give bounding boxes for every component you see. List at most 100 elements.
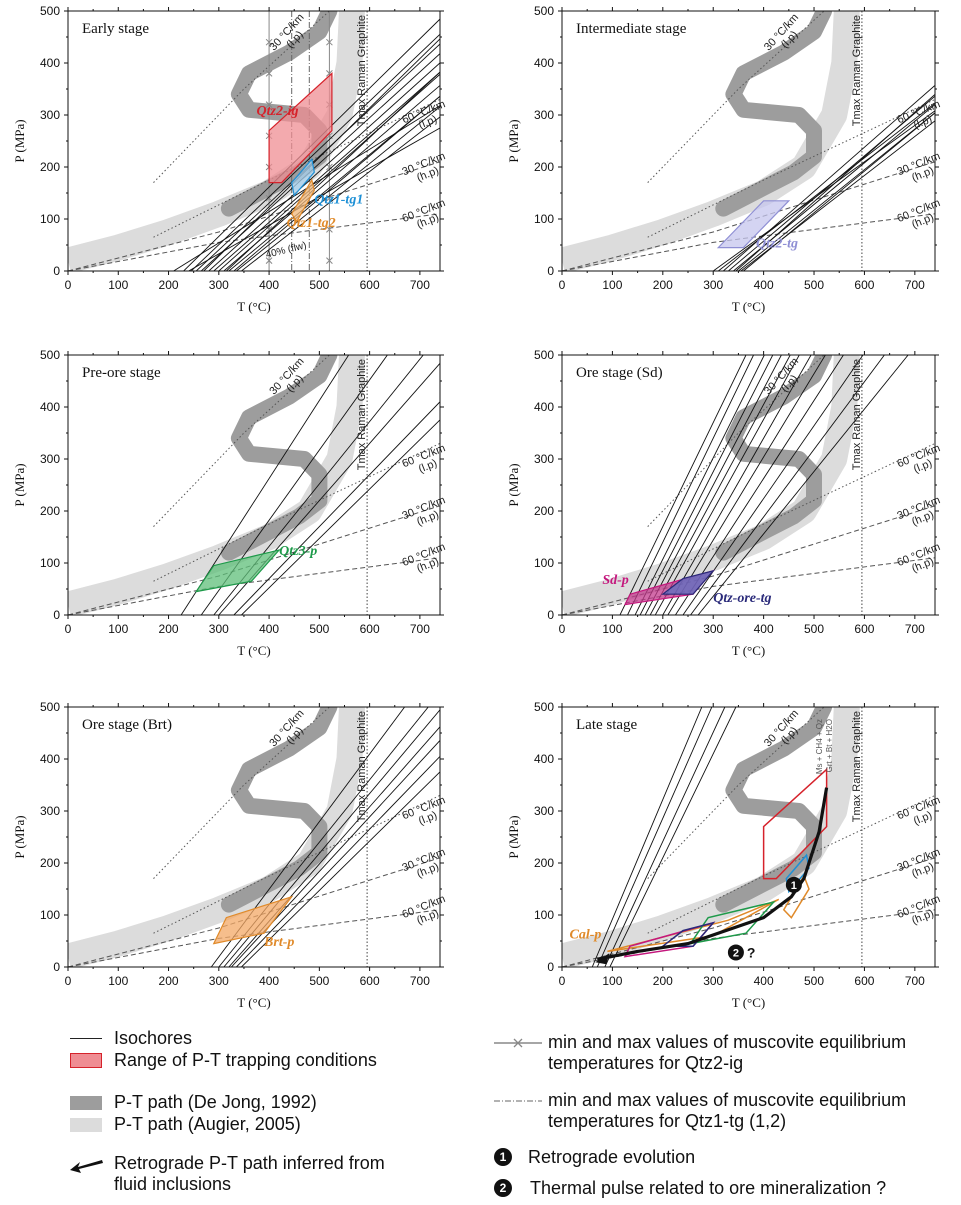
- path-augier-band: [562, 355, 860, 615]
- y-tick-label: 200: [534, 504, 554, 518]
- x-tick-label: 400: [259, 974, 279, 988]
- gradient-line: [647, 442, 935, 582]
- retrograde-arrowhead: [595, 953, 610, 965]
- retrograde-path: [596, 787, 829, 961]
- y-tick-label: 100: [534, 212, 554, 226]
- y-tick-label: 400: [40, 400, 60, 414]
- x-tick-label: 600: [854, 974, 874, 988]
- path-augier-band: [68, 707, 365, 967]
- tmax-label: Tmax Raman Graphite: [851, 15, 863, 126]
- x-tick-label: 700: [410, 278, 430, 292]
- x-tick-label: 100: [108, 622, 128, 636]
- inclusion-brt-p-label: Brt-p: [263, 935, 294, 950]
- gradient-label: 60 °C/km(h.p): [895, 541, 946, 579]
- panel-title: Late stage: [576, 717, 638, 733]
- x-tick-label: 600: [360, 974, 380, 988]
- isochore-line: [236, 755, 440, 967]
- gradient-label: 60 °C/km(h.p): [401, 541, 452, 579]
- y-axis-label: P (MPa): [12, 119, 27, 162]
- legend-path-dejong-label: P-T path (De Jong, 1992): [114, 1092, 317, 1112]
- y-tick-label: 400: [534, 56, 554, 70]
- legend-marker-1: 1 Retrograde evolution: [492, 1147, 695, 1168]
- x-tick-label: 300: [209, 622, 229, 636]
- isochore-line: [226, 71, 440, 271]
- legend-muscovite-ig: min and max values of muscovite equilibr…: [492, 1032, 906, 1074]
- isochore-line: [675, 355, 844, 615]
- isochore-line: [740, 120, 935, 271]
- inclusion-qtz-ore-tg-label: Qtz-ore-tg: [713, 591, 771, 606]
- isochore-line: [627, 355, 754, 615]
- isochore-line: [733, 104, 935, 271]
- isochore-line: [619, 355, 747, 615]
- x-tick-label: 500: [804, 974, 824, 988]
- y-tick-label: 100: [534, 556, 554, 570]
- panel-2: 30 °C/km(l.p)60 °C/km(l.p)30 °C/km(h.p)6…: [506, 4, 942, 314]
- gradient-label: 30 °C/km(h.p): [401, 494, 452, 532]
- x-tick-label: 200: [159, 278, 179, 292]
- y-tick-label: 500: [534, 700, 554, 714]
- isochore-line: [712, 110, 935, 271]
- marker-2-badge: [727, 944, 744, 961]
- y-tick-label: 100: [534, 908, 554, 922]
- isochore-line: [591, 707, 703, 967]
- legend-path-dejong: P-T path (De Jong, 1992): [58, 1092, 317, 1113]
- y-tick-label: 500: [40, 4, 60, 18]
- y-axis-label: P (MPa): [506, 815, 521, 858]
- muscovite-marker: [265, 70, 273, 77]
- x-tick-label: 200: [653, 974, 673, 988]
- plot-area: [68, 707, 440, 967]
- path-dejong: [715, 11, 833, 217]
- y-axis-label: P (MPa): [506, 119, 521, 162]
- y-axis-label: P (MPa): [12, 463, 27, 506]
- y-tick-label: 300: [40, 804, 60, 818]
- isochore-line: [639, 355, 774, 615]
- inclusion-qtz1-tg1-label: Qtz1-tg1: [314, 192, 363, 207]
- trapping-outline: [762, 767, 828, 880]
- legend-retrograde: Retrograde P-T path inferred from fluid …: [58, 1153, 385, 1195]
- isochore-line: [654, 355, 800, 615]
- gradient-label: 60 °C/km(l.p): [401, 442, 452, 480]
- x-tick-label: 100: [108, 974, 128, 988]
- isochore-line: [190, 33, 440, 271]
- y-tick-label: 500: [40, 348, 60, 362]
- plot-area: [68, 355, 440, 615]
- reaction-label: Grt + Bt + H2O: [825, 719, 834, 772]
- isochore-line: [667, 355, 826, 615]
- legend-trapping-label: Range of P-T trapping conditions: [114, 1050, 377, 1070]
- panel-3: 30 °C/km(l.p)60 °C/km(l.p)30 °C/km(h.p)6…: [12, 348, 452, 658]
- x-tick-label: 100: [602, 622, 622, 636]
- y-tick-label: 400: [40, 752, 60, 766]
- plot-area: [562, 11, 935, 271]
- x-tick-label: 0: [65, 974, 72, 988]
- isochore-line: [208, 62, 440, 271]
- path-dejong: [220, 707, 338, 913]
- x-tick-label: 500: [309, 622, 329, 636]
- gradient-label: 60 °C/km(h.p): [401, 197, 452, 235]
- inclusion-cal-p-label: Cal-p: [570, 927, 602, 942]
- retrograde-arrow-icon: [70, 1160, 103, 1173]
- inclusion-qtz2-ig-label: Qtz2-ig: [257, 104, 299, 119]
- x-tick-label: 400: [754, 974, 774, 988]
- tmax-label: Tmax Raman Graphite: [356, 711, 368, 822]
- isochore-line-swatch: [70, 1038, 102, 1039]
- y-tick-label: 200: [40, 160, 60, 174]
- tmax-label: Tmax Raman Graphite: [356, 15, 368, 126]
- gradient-line: [562, 213, 935, 271]
- x-tick-label: 500: [309, 278, 329, 292]
- path-dejong: [715, 707, 833, 913]
- x-tick-label: 600: [854, 622, 874, 636]
- isochore-line: [188, 127, 440, 271]
- muscovite-marker: [326, 194, 333, 202]
- path-dejong: [220, 355, 338, 561]
- inclusion-qtz1-tg2-area: [290, 178, 315, 223]
- y-tick-label: 0: [53, 608, 60, 622]
- y-tick-label: 100: [40, 908, 60, 922]
- muscovite-marker: [265, 101, 273, 108]
- isochore-line: [233, 401, 440, 615]
- y-tick-label: 200: [534, 160, 554, 174]
- x-tick-label: 300: [209, 974, 229, 988]
- isochore-line: [233, 95, 440, 271]
- y-tick-label: 0: [53, 960, 60, 974]
- isochore-line: [738, 112, 935, 271]
- x-tick-label: 400: [754, 622, 774, 636]
